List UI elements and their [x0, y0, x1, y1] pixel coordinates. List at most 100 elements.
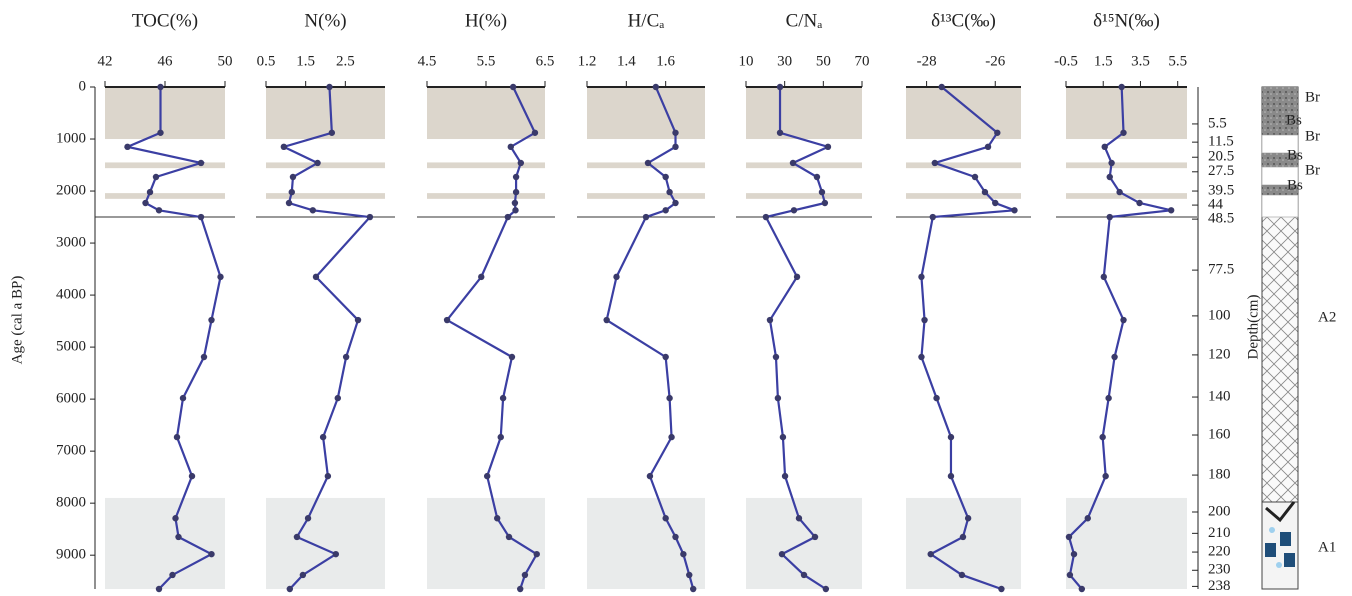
- data-point: [939, 84, 945, 90]
- x-tick-label: 1.4: [617, 53, 636, 69]
- data-point: [157, 130, 163, 136]
- data-point: [157, 84, 163, 90]
- horizon-label: Bs: [1286, 112, 1302, 128]
- data-point: [672, 534, 678, 540]
- x-tick-label: 6.5: [536, 53, 555, 69]
- data-point: [918, 354, 924, 360]
- y-tick-label: 5000: [56, 339, 86, 355]
- data-point: [653, 84, 659, 90]
- data-point: [822, 200, 828, 206]
- data-point: [169, 572, 175, 578]
- data-point: [662, 174, 668, 180]
- data-point: [613, 274, 619, 280]
- data-point: [672, 200, 678, 206]
- data-point: [825, 144, 831, 150]
- data-point: [329, 130, 335, 136]
- data-point: [1136, 200, 1142, 206]
- data-point: [444, 317, 450, 323]
- depth-tick-label: 11.5: [1208, 134, 1234, 150]
- data-point: [959, 572, 965, 578]
- panel-title: δ¹⁵N(‰): [1093, 10, 1160, 31]
- x-tick-label: 3.5: [1131, 53, 1150, 69]
- data-point: [1102, 144, 1108, 150]
- data-point: [690, 586, 696, 592]
- data-point: [812, 534, 818, 540]
- panel-title: H(%): [465, 10, 507, 31]
- data-point: [498, 434, 504, 440]
- data-point: [172, 515, 178, 521]
- y-tick-label: 0: [79, 78, 87, 94]
- x-tick-label: 50: [218, 53, 233, 69]
- data-point: [1118, 84, 1124, 90]
- x-tick-label: 1.2: [578, 53, 597, 69]
- data-point: [314, 160, 320, 166]
- data-point: [1105, 395, 1111, 401]
- y-tick-label: 7000: [56, 443, 86, 459]
- x-tick-label: 2.5: [336, 53, 355, 69]
- data-point: [300, 572, 306, 578]
- data-point: [513, 189, 519, 195]
- data-point: [305, 515, 311, 521]
- x-tick-label: 50: [816, 53, 831, 69]
- data-point: [484, 473, 490, 479]
- shaded-band: [1066, 162, 1187, 168]
- y-tick-label: 3000: [56, 234, 86, 250]
- data-point: [510, 84, 516, 90]
- shaded-band: [427, 162, 545, 168]
- y-tick-label: 8000: [56, 495, 86, 511]
- x-tick-label: 30: [777, 53, 792, 69]
- data-point: [509, 354, 515, 360]
- data-point: [1120, 317, 1126, 323]
- data-point: [294, 534, 300, 540]
- data-point: [823, 586, 829, 592]
- shaded-band: [746, 162, 862, 168]
- data-point: [1101, 274, 1107, 280]
- data-point: [763, 214, 769, 220]
- data-point: [153, 174, 159, 180]
- x-tick-label: 42: [98, 53, 113, 69]
- data-point: [921, 317, 927, 323]
- depth-tick-label: 27.5: [1208, 163, 1234, 179]
- depth-tick-label: 230: [1208, 562, 1231, 578]
- panel-title: H/Cₐ: [628, 10, 665, 31]
- data-point: [767, 317, 773, 323]
- data-point: [1079, 586, 1085, 592]
- data-point: [1102, 473, 1108, 479]
- shaded-band: [587, 87, 705, 139]
- data-point: [333, 551, 339, 557]
- data-point: [505, 214, 511, 220]
- data-point: [201, 354, 207, 360]
- data-point: [994, 130, 1000, 136]
- data-point: [780, 434, 786, 440]
- depth-tick-label: 77.5: [1208, 262, 1234, 278]
- y-tick-label: 1000: [56, 130, 86, 146]
- x-tick-label: 4.5: [418, 53, 437, 69]
- data-point: [208, 551, 214, 557]
- x-tick-label: 10: [739, 53, 754, 69]
- shaded-band: [105, 87, 225, 139]
- data-point: [782, 473, 788, 479]
- y-tick-label: 6000: [56, 391, 86, 407]
- depth-tick-label: 200: [1208, 503, 1231, 519]
- depth-tick-label: 5.5: [1208, 115, 1227, 131]
- data-point: [965, 515, 971, 521]
- data-point: [325, 473, 331, 479]
- data-point: [1168, 207, 1174, 213]
- data-point: [794, 274, 800, 280]
- panel-title: TOC(%): [132, 10, 198, 31]
- shaded-band: [1066, 498, 1187, 589]
- data-point: [512, 200, 518, 206]
- shaded-band: [587, 193, 705, 199]
- data-point: [508, 144, 514, 150]
- data-point: [662, 515, 668, 521]
- shaded-band: [746, 87, 862, 139]
- shaded-band: [427, 193, 545, 199]
- shaded-band: [427, 87, 545, 139]
- depth-tick-label: 238: [1208, 578, 1231, 594]
- data-point: [1120, 130, 1126, 136]
- data-point: [645, 160, 651, 166]
- x-tick-label: 1.6: [656, 53, 675, 69]
- data-point: [142, 200, 148, 206]
- data-point: [174, 434, 180, 440]
- data-point: [819, 189, 825, 195]
